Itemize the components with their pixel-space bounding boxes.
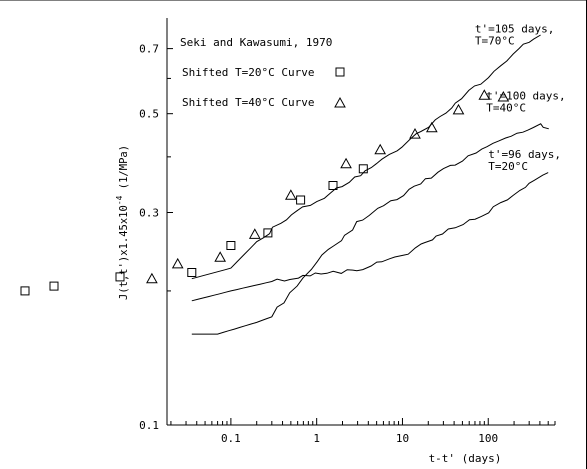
triangle-marker: [452, 103, 465, 115]
square-marker: [187, 268, 197, 277]
series-label-line1: t'=100 days,: [486, 90, 565, 103]
legend: Shifted T=20°C Curve Shifted T=40°C Curve: [182, 66, 346, 109]
x-tick-label: 10: [396, 432, 409, 445]
square-marker: [20, 286, 30, 296]
square-marker: [226, 241, 236, 250]
series-label-line2: T=20°C: [488, 160, 528, 173]
triangle-marker: [146, 272, 158, 284]
labels: Seki and Kawasumi, 1970 t'=105 days,T=70°…: [180, 22, 566, 173]
citation-annotation: Seki and Kawasumi, 1970: [180, 36, 332, 49]
triangle-marker: [214, 251, 227, 262]
series-label-line2: T=40°C: [486, 102, 526, 115]
legend-label-triangle: Shifted T=40°C Curve: [182, 96, 314, 109]
legend-square-marker: [335, 67, 345, 77]
triangle-marker: [171, 257, 184, 269]
x-tick-label: 1: [313, 432, 320, 445]
square-marker: [328, 181, 338, 190]
triangle-marker: [248, 228, 261, 239]
triangle-marker: [340, 157, 352, 169]
series-line: [191, 123, 549, 335]
y-tick-label: 0.7: [139, 43, 159, 56]
y-axis-label-main: J(t,t')x1.45x10: [118, 205, 130, 300]
triangle-marker: [478, 89, 491, 100]
y-tick-label: 0.5: [139, 108, 159, 121]
axes: 0.1 1 10 100 0.1 0.3 0.5 0.7 t-t' (days) J(t,t')x…: [115, 18, 556, 465]
series-label-line1: t'=96 days,: [488, 148, 561, 161]
square-marker: [49, 281, 59, 291]
y-axis-label: J(t,t')x1.45x10-4 (1/MPa): [115, 145, 130, 300]
triangle-marker: [284, 189, 297, 200]
legend-label-square: Shifted T=20°C Curve: [182, 66, 314, 79]
series-label-line1: t'=105 days,: [475, 22, 554, 35]
y-tick-label: 0.1: [139, 419, 159, 432]
series-label-line2: T=70°C: [475, 34, 515, 47]
x-tick-label: 100: [478, 432, 498, 445]
triangle-marker: [497, 90, 510, 102]
x-axis-label: t-t' (days): [429, 452, 502, 465]
series-line: [191, 34, 541, 280]
legend-triangle-marker: [334, 96, 346, 108]
y-axis-label-unit: (1/MPa): [118, 145, 130, 196]
x-tick-label: 0.1: [221, 432, 241, 445]
square-marker: [296, 195, 306, 205]
triangle-marker: [374, 143, 387, 155]
y-axis-label-exponent: -4: [115, 195, 124, 205]
square-marker: [263, 228, 273, 238]
series-layer: [20, 34, 549, 335]
square-marker: [115, 272, 125, 282]
y-tick-label: 0.3: [139, 206, 159, 219]
series-line: [191, 172, 549, 302]
